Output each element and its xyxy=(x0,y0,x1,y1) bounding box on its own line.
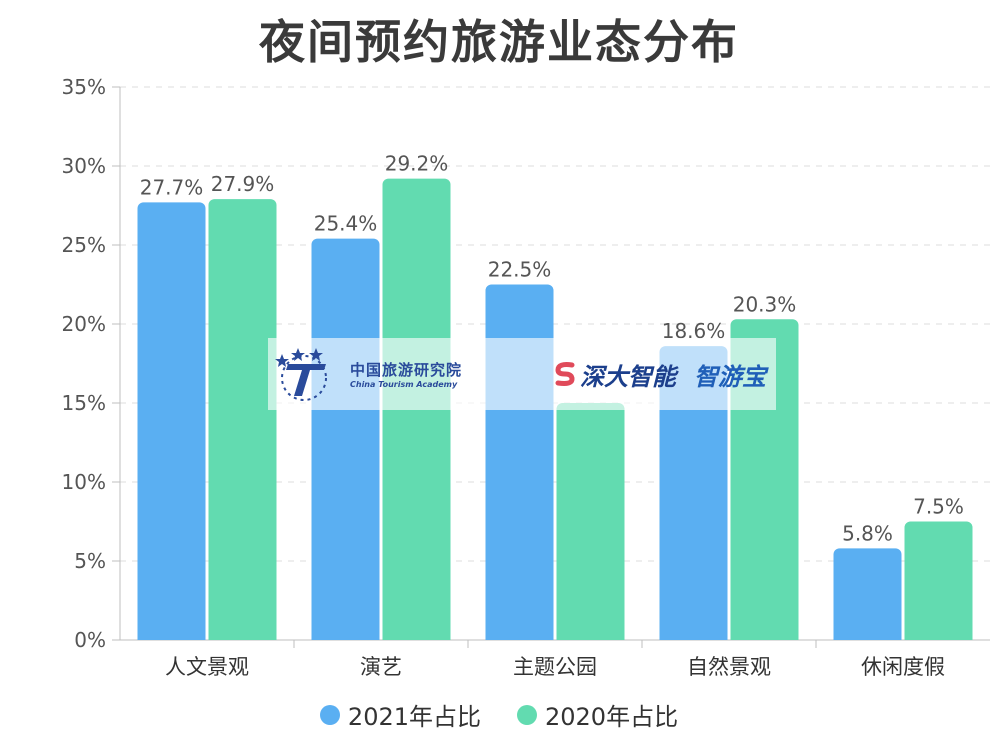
bar-base xyxy=(311,632,380,640)
data-label: 27.7% xyxy=(140,175,204,199)
y-tick-label: 30% xyxy=(62,154,106,178)
sd-logo: 深大智能 xyxy=(554,357,676,392)
legend-item-2020[interactable]: 2020年占比 xyxy=(517,697,678,732)
zyb-logo: 智游宝 xyxy=(694,362,766,391)
data-label: 29.2% xyxy=(385,152,449,176)
data-label: 5.8% xyxy=(842,521,893,545)
bar-base xyxy=(485,632,554,640)
cta-emblem-icon xyxy=(275,348,327,401)
y-tick-label: 35% xyxy=(62,75,106,99)
bar-2020 xyxy=(208,199,277,640)
bar-base xyxy=(730,632,799,640)
bar-base xyxy=(833,632,902,640)
legend: 2021年占比 2020年占比 xyxy=(0,697,998,732)
data-label: 7.5% xyxy=(913,495,964,519)
legend-label-2021: 2021年占比 xyxy=(347,703,481,731)
sd-name: 深大智能 xyxy=(580,362,676,391)
y-tick-label: 20% xyxy=(62,312,106,336)
cta-name-en: China Tourism Academy xyxy=(350,380,458,389)
x-tick-label: 主题公园 xyxy=(513,655,597,679)
y-tick-label: 0% xyxy=(74,628,106,652)
bar-2021 xyxy=(833,548,902,640)
bar-2021 xyxy=(659,346,728,640)
legend-label-2020: 2020年占比 xyxy=(545,703,679,731)
legend-dot-2021 xyxy=(319,704,340,725)
data-label: 22.5% xyxy=(488,258,552,282)
y-tick-label: 10% xyxy=(62,470,106,494)
x-tick-label: 休闲度假 xyxy=(861,655,945,679)
bar-2020 xyxy=(556,403,625,640)
bar-base xyxy=(659,632,728,640)
watermark: 中国旅游研究院 China Tourism Academy 深大智能 智游宝 xyxy=(268,338,776,410)
bar-base xyxy=(904,632,973,640)
cta-name-zh: 中国旅游研究院 xyxy=(350,361,463,379)
sd-s-icon xyxy=(555,362,575,386)
data-label: 27.9% xyxy=(211,172,275,196)
bar-base xyxy=(556,632,625,640)
data-label: 20.3% xyxy=(733,292,797,316)
bar-2021 xyxy=(311,238,380,640)
x-tick-label: 人文景观 xyxy=(165,655,249,679)
legend-item-2021[interactable]: 2021年占比 xyxy=(319,697,481,732)
cta-logo: 中国旅游研究院 China Tourism Academy xyxy=(274,346,462,402)
legend-dot-2020 xyxy=(517,704,537,725)
chart-title: 夜间预约旅游业态分布 xyxy=(259,15,739,69)
y-tick-label: 5% xyxy=(74,549,106,573)
data-label: 25.4% xyxy=(314,212,378,236)
bar-base xyxy=(137,632,206,640)
bar-base xyxy=(382,632,451,640)
bar-base xyxy=(208,632,277,640)
y-tick-label: 25% xyxy=(62,233,106,257)
bar-2021 xyxy=(137,202,206,640)
x-tick-label: 演艺 xyxy=(360,655,402,679)
y-tick-label: 15% xyxy=(62,391,106,415)
x-tick-label: 自然景观 xyxy=(687,655,771,679)
bar-2020 xyxy=(904,521,973,640)
